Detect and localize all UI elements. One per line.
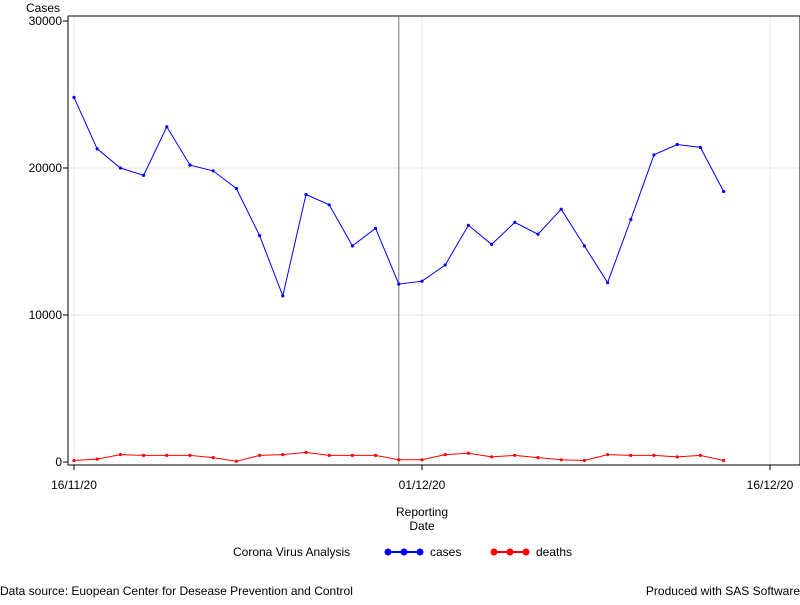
data-point-deaths (536, 456, 540, 460)
data-point-deaths (118, 453, 122, 457)
data-point-cases (466, 223, 470, 227)
data-point-deaths (281, 453, 285, 457)
x-tick-label: 16/11/20 (51, 478, 97, 492)
x-axis-label-line2: Date (409, 519, 435, 533)
data-point-cases (698, 145, 703, 149)
data-point-cases (374, 226, 378, 230)
data-point-cases (304, 192, 308, 197)
legend-label-cases: cases (430, 545, 461, 559)
legend-label-deaths: deaths (536, 545, 572, 559)
data-point-deaths (443, 453, 447, 457)
data-point-deaths (95, 457, 99, 461)
data-point-deaths (582, 458, 587, 463)
data-point-deaths (606, 453, 610, 457)
data-point-cases (188, 163, 192, 167)
data-point-deaths (374, 453, 378, 457)
data-point-deaths (466, 451, 470, 455)
data-point-deaths (490, 455, 494, 459)
data-point-deaths (72, 458, 76, 463)
produced-with-footnote: Produced with SAS Software (645, 584, 800, 598)
legend-marker-deaths (506, 548, 514, 556)
data-point-cases (72, 95, 76, 99)
data-point-cases (350, 244, 354, 248)
data-point-cases (281, 294, 285, 298)
legend-marker-cases (400, 548, 408, 556)
data-point-cases (95, 147, 99, 151)
data-point-cases (165, 125, 169, 129)
legend: Corona Virus Analysis cases deaths (233, 545, 572, 559)
legend-marker-cases (416, 548, 424, 556)
axes-layer: 0 10000 20000 30000 16/11/20 01/12/20 16/12/20 (29, 14, 794, 492)
data-point-deaths (165, 453, 169, 457)
data-point-deaths (652, 453, 656, 457)
legend-marker-deaths (522, 548, 530, 556)
data-point-cases (258, 234, 262, 238)
data-point-deaths (513, 453, 517, 457)
data-point-deaths (304, 450, 308, 454)
data-point-deaths (258, 453, 262, 457)
data-point-deaths (722, 458, 726, 463)
series-layer (72, 95, 726, 463)
data-point-cases (443, 263, 447, 267)
data-point-deaths (211, 456, 215, 460)
x-tick-label: 01/12/20 (399, 478, 446, 492)
data-point-cases (513, 220, 517, 224)
data-point-cases (211, 169, 215, 173)
y-tick-label: 30000 (29, 14, 63, 28)
data-point-deaths (142, 453, 146, 457)
data-point-cases (652, 153, 656, 157)
data-point-cases (606, 281, 610, 285)
data-point-cases (397, 282, 401, 286)
y-axis-label: Cases (26, 1, 60, 15)
y-tick-label: 10000 (29, 308, 63, 322)
data-point-cases (629, 217, 633, 222)
data-point-deaths (397, 458, 401, 462)
data-point-deaths (559, 458, 563, 462)
data-point-deaths (188, 453, 192, 457)
data-point-deaths (629, 453, 633, 457)
plot-frame (67, 15, 800, 466)
data-point-deaths (327, 453, 331, 457)
data-point-cases (234, 187, 238, 191)
data-point-deaths (234, 459, 238, 463)
data-point-cases (582, 244, 587, 248)
legend-marker-cases (384, 548, 392, 556)
data-point-cases (675, 142, 679, 147)
data-point-cases (490, 242, 494, 246)
data-point-cases (559, 207, 563, 211)
y-tick-label: 0 (55, 455, 62, 469)
data-point-deaths (698, 453, 703, 457)
data-point-cases (420, 279, 424, 283)
data-point-cases (327, 203, 331, 207)
data-source-footnote: Data source: Euopean Center for Desease … (0, 584, 353, 598)
data-point-cases (722, 189, 726, 194)
data-point-cases (118, 166, 122, 170)
legend-title: Corona Virus Analysis (233, 545, 350, 559)
x-tick-label: 16/12/20 (747, 478, 794, 492)
grid-layer (68, 16, 800, 465)
data-point-cases (536, 232, 540, 236)
y-tick-label: 20000 (29, 161, 63, 175)
x-axis-label-line1: Reporting (396, 505, 448, 519)
legend-items: cases deaths (384, 545, 572, 559)
data-point-deaths (350, 453, 354, 457)
legend-marker-deaths (490, 548, 498, 556)
data-point-deaths (675, 455, 679, 459)
data-point-cases (142, 173, 146, 177)
data-point-deaths (420, 458, 424, 462)
